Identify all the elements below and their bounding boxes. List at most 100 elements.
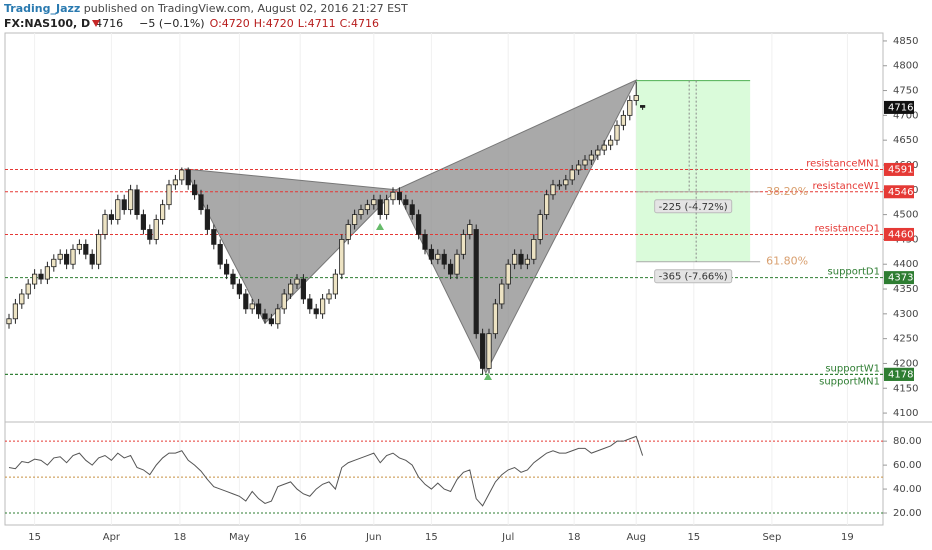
candle-body: [134, 189, 140, 215]
candle-body: [268, 318, 275, 325]
level-label: supportW1: [825, 363, 880, 374]
candle-body: [371, 199, 377, 206]
down-arrow-icon: [92, 20, 100, 27]
candle-body: [326, 293, 332, 300]
plot-frame: [4, 32, 884, 526]
candle-body: [633, 95, 639, 101]
y-tick-label: 4300: [893, 309, 918, 320]
x-tick-label: 18: [174, 532, 187, 543]
y-tick-label: 4250: [893, 334, 918, 345]
header-line-2: FX:NAS100, D 4716 −5 (−0.1%) O:4720 H:4720 L:…: [4, 17, 379, 30]
y-tick-label: 4800: [893, 61, 918, 72]
level-label: supportD1: [828, 267, 880, 278]
price-badge-label: 4591: [888, 164, 913, 175]
candle-body: [448, 263, 454, 275]
candle-body: [345, 224, 351, 240]
fib-label: 38.20%: [766, 185, 808, 198]
candle-body: [416, 214, 422, 235]
candle-body: [32, 273, 38, 285]
candle-body: [492, 303, 499, 335]
published: published on TradingView.com, August 02,…: [80, 2, 408, 15]
candle-body: [172, 179, 179, 186]
candle-body: [454, 253, 460, 275]
candle-body: [6, 318, 12, 325]
candle-body: [96, 234, 102, 265]
pattern-marker: [376, 223, 384, 230]
candle-body: [352, 214, 358, 225]
candle-body: [12, 303, 19, 320]
candle-body: [313, 308, 319, 315]
price-badge: [884, 162, 914, 176]
y-tick-label: 4750: [893, 86, 918, 97]
candle-body: [576, 164, 582, 171]
candle-body: [512, 253, 518, 265]
candle-body: [390, 191, 396, 201]
y-tick-label: 60.00: [893, 460, 922, 471]
candle-body: [588, 154, 595, 161]
candle-body: [211, 229, 217, 245]
candle-body: [582, 159, 588, 166]
candle-body: [428, 248, 435, 260]
price-badge-label: 4546: [888, 187, 913, 198]
candle-body: [544, 194, 550, 215]
measure-label: -225 (-4.72%): [659, 202, 728, 213]
x-tick-label: 19: [841, 532, 854, 543]
candle-body: [281, 293, 287, 310]
candle-body: [537, 214, 543, 240]
candle-body: [51, 258, 57, 268]
candle-body: [332, 273, 339, 295]
candle-body: [608, 139, 614, 146]
candle-body: [294, 278, 300, 285]
y-tick-label: 4850: [893, 36, 918, 47]
candle-body: [147, 229, 153, 240]
candle-body: [435, 253, 441, 260]
x-tick-label: Jul: [501, 532, 514, 543]
x-tick-label: Aug: [626, 532, 646, 543]
harmonic-pattern: [184, 168, 398, 325]
x-tick-label: 15: [425, 532, 438, 543]
close: C:4716: [340, 17, 379, 30]
harmonic-pattern: [395, 79, 638, 374]
y-tick-label: 4200: [893, 358, 918, 369]
level-label: supportMN1: [819, 376, 880, 387]
candle-body: [505, 263, 511, 285]
candle-body: [44, 266, 51, 280]
candle-body: [486, 333, 492, 369]
open: O:4720: [210, 17, 250, 30]
candle-body: [339, 239, 345, 275]
fib-label: 61.80%: [766, 255, 808, 268]
candle-body: [377, 199, 383, 215]
candle-body: [467, 224, 473, 235]
level-label: resistanceMN1: [806, 158, 880, 169]
candle-body: [153, 219, 159, 240]
candle-body: [614, 124, 620, 141]
candle-body: [275, 308, 281, 325]
candle-body: [620, 114, 627, 126]
price-badge: [884, 271, 914, 285]
candle-body: [409, 204, 415, 215]
high: H:4720: [254, 17, 294, 30]
candle-body: [256, 303, 262, 315]
candle-body: [64, 253, 70, 265]
author-link[interactable]: Trading_Jazz: [4, 2, 80, 15]
candle-body: [441, 253, 447, 265]
level-label: resistanceD1: [815, 223, 880, 234]
candle-body: [595, 149, 601, 156]
x-tick-label: May: [229, 532, 250, 543]
candle-body: [627, 100, 633, 116]
candle-body: [76, 243, 83, 250]
candle-body: [460, 234, 467, 255]
price-badge-label: 4460: [888, 229, 913, 240]
pattern-marker: [484, 373, 492, 380]
candle-body: [569, 169, 575, 181]
candle-body: [83, 243, 89, 255]
candle-body: [25, 283, 31, 295]
candle-body: [102, 214, 108, 235]
candle-body: [524, 258, 531, 265]
candle-body: [224, 263, 230, 275]
x-tick-label: Apr: [103, 532, 121, 543]
candle-body: [115, 199, 121, 220]
candle-body: [556, 184, 563, 187]
measure-label: -365 (-7.66%): [659, 272, 728, 283]
